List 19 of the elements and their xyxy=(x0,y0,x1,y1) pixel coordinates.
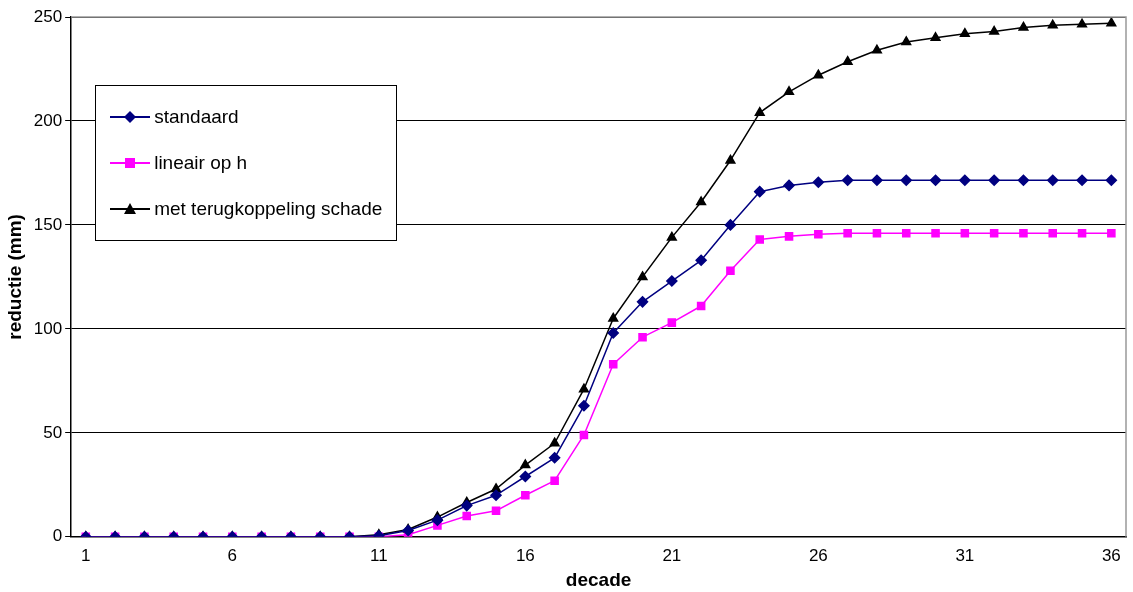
x-tick-label: 1 xyxy=(81,545,91,565)
x-tick-label: 31 xyxy=(955,545,975,565)
legend-label: standaard xyxy=(154,106,239,128)
y-tick-label: 50 xyxy=(43,422,63,442)
y-tick-label: 0 xyxy=(52,526,63,546)
x-tick-label: 26 xyxy=(808,545,828,565)
x-tick-label: 6 xyxy=(227,545,238,565)
x-tick-label: 21 xyxy=(662,545,682,565)
y-tick-label: 200 xyxy=(33,110,63,130)
x-tick-label: 16 xyxy=(515,545,535,565)
x-tick-label: 36 xyxy=(1101,545,1121,565)
y-tick-label: 100 xyxy=(33,318,63,338)
legend-label: met terugkoppeling schade xyxy=(154,198,383,220)
legend-label: lineair op h xyxy=(154,152,248,174)
y-axis-title: reductie (mm) xyxy=(3,214,25,340)
y-tick-label: 250 xyxy=(33,6,63,26)
y-tick-label: 150 xyxy=(33,214,63,234)
x-tick-label: 11 xyxy=(370,545,388,565)
x-axis-title: decade xyxy=(565,568,632,590)
